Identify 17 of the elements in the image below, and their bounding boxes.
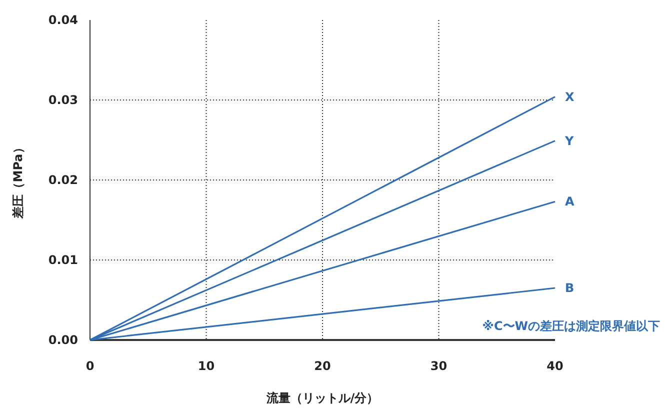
series-label: B bbox=[565, 281, 574, 295]
y-tick-label: 0.03 bbox=[48, 93, 78, 107]
y-tick-label: 0.04 bbox=[48, 13, 78, 27]
y-tick-label: 0.00 bbox=[48, 333, 78, 347]
x-tick-label: 0 bbox=[86, 359, 94, 373]
x-tick-label: 30 bbox=[430, 359, 448, 373]
y-tick-label: 0.02 bbox=[48, 173, 78, 187]
series-label: A bbox=[565, 194, 575, 209]
x-tick-label: 10 bbox=[198, 359, 215, 373]
y-axis-title: 差圧（MPa） bbox=[11, 142, 25, 220]
x-axis-title: 流量（リットル/分） bbox=[265, 391, 379, 405]
y-tick-label: 0.01 bbox=[48, 253, 78, 267]
series-label: X bbox=[565, 90, 575, 104]
annotation: ※C〜Wの差圧は測定限界値以下 bbox=[482, 319, 660, 333]
series-label: Y bbox=[564, 134, 574, 148]
x-tick-label: 40 bbox=[546, 359, 564, 373]
x-tick-label: 20 bbox=[314, 359, 331, 373]
